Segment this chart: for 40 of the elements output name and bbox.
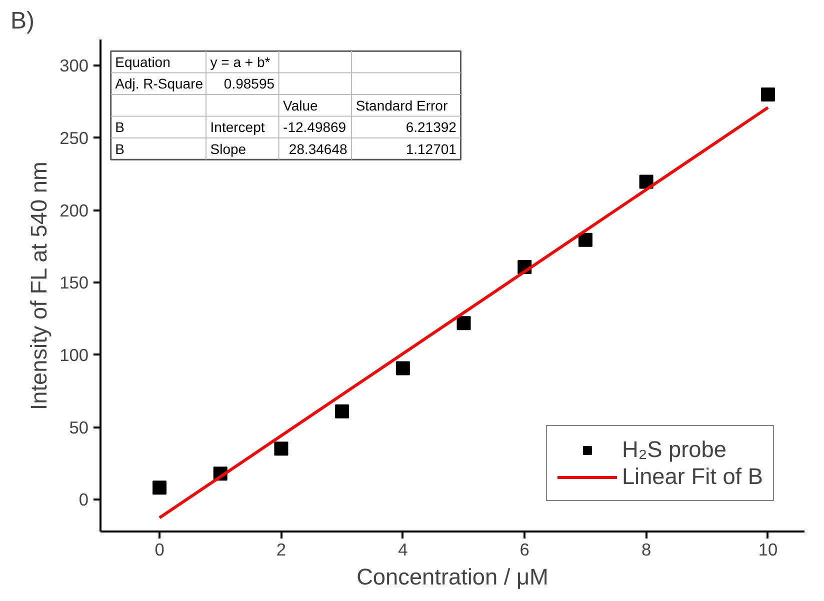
chart-title: B) [10, 8, 34, 34]
annotation: Value [283, 97, 318, 114]
annotation: Intercept [210, 119, 265, 136]
y-tick-label: 300 [60, 56, 89, 76]
point [152, 480, 167, 495]
annotation: Equation [115, 54, 170, 70]
y-tick-label: 50 [69, 417, 89, 438]
x-tick-label: 2 [276, 540, 286, 560]
y-tick-label: 100 [60, 344, 89, 365]
legend-label: H₂S probe [622, 436, 726, 463]
annotation: 1.12701 [406, 140, 457, 157]
y-tick-label: 150 [60, 272, 89, 293]
point [760, 87, 775, 102]
annotation: Adj. R-Square [115, 76, 204, 92]
point [274, 442, 288, 456]
y-axis-title: Intensity of FL at 540 nm [26, 162, 52, 410]
x-tick-label: 4 [398, 540, 408, 560]
y-tick-label: 0 [78, 490, 89, 510]
annotation: 6.21392 [406, 119, 457, 136]
annotation: Slope [210, 140, 246, 157]
annotation: B [115, 119, 124, 136]
x-tick-label: 10 [758, 540, 778, 560]
annotation: y = a + b* [210, 54, 271, 70]
annotation: B [115, 140, 124, 157]
annotation: -12.49869 [283, 119, 346, 136]
annotation: 28.34648 [288, 140, 348, 157]
x-tick-label: 6 [520, 540, 530, 560]
annotation: Standard Error [356, 97, 448, 114]
point [456, 316, 471, 330]
point [335, 404, 350, 418]
point [396, 361, 410, 376]
x-tick-label: 8 [641, 540, 652, 560]
annotation: 0.98595 [224, 76, 275, 92]
point [639, 174, 654, 189]
x-tick-label: 0 [154, 540, 164, 560]
y-tick-label: 200 [60, 200, 89, 220]
y-tick-label: 250 [60, 128, 89, 148]
x-axis-title: Concentration / μM [356, 564, 548, 590]
legend-label: Linear Fit of B [622, 463, 763, 490]
point [578, 232, 592, 247]
